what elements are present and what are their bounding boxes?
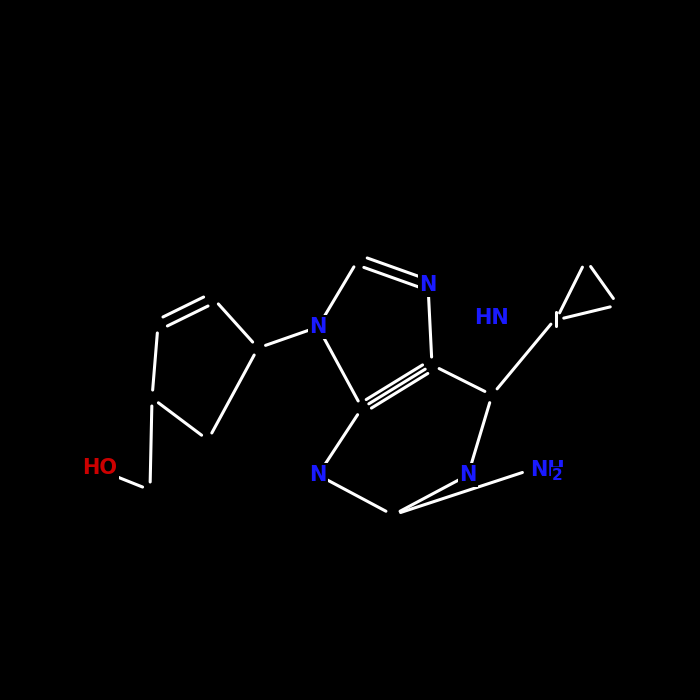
Text: HO: HO: [83, 458, 118, 478]
Text: N: N: [459, 465, 477, 485]
Text: N: N: [309, 317, 327, 337]
Text: 2: 2: [552, 468, 563, 482]
Text: HN: HN: [475, 308, 510, 328]
Text: NH: NH: [530, 460, 565, 480]
Text: N: N: [309, 465, 327, 485]
Text: N: N: [419, 275, 437, 295]
